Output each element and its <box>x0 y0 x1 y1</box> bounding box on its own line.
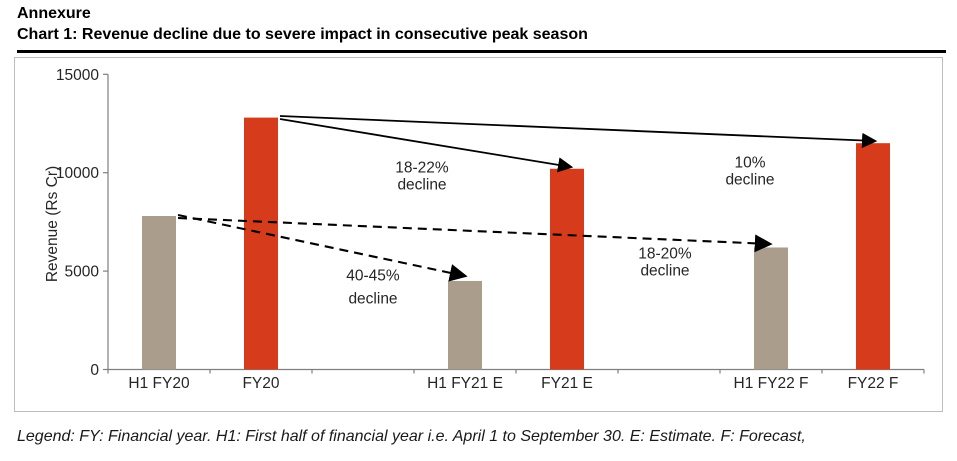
decline-annotation: decline <box>348 291 397 308</box>
y-tick-label: 5000 <box>65 264 100 281</box>
y-axis-title: Revenue (Rs Cr) <box>44 166 61 282</box>
bar-h1-fy21-e <box>448 280 482 370</box>
annexure-heading: Annexure <box>17 5 91 22</box>
bar-h1-fy20 <box>142 215 176 370</box>
x-category-label: H1 FY21 E <box>427 375 503 392</box>
decline-arrow-solid <box>279 115 878 149</box>
x-category-label: FY21 E <box>541 375 593 392</box>
bar-h1-fy22-f <box>754 247 788 370</box>
y-tick-label: 15000 <box>56 67 99 84</box>
x-category-label: FY20 <box>242 375 279 392</box>
decline-arrow-solid <box>279 118 574 173</box>
decline-annotation: 18-22% <box>395 160 449 177</box>
decline-annotation: 10% <box>734 155 765 172</box>
bar-fy21-e <box>550 168 584 370</box>
decline-annotation: 40-45% <box>346 268 400 285</box>
legend-note: Legend: FY: Financial year. H1: First ha… <box>17 428 806 445</box>
y-tick-label: 10000 <box>56 165 99 182</box>
x-category-label: FY22 F <box>848 375 899 392</box>
title-divider <box>17 50 946 53</box>
decline-annotation: decline <box>640 263 689 280</box>
x-category-label: H1 FY22 F <box>734 375 809 392</box>
chart-title: Chart 1: Revenue decline due to severe i… <box>17 26 588 43</box>
decline-arrow-dashed <box>177 213 468 282</box>
decline-annotation: decline <box>725 172 774 189</box>
bar-fy22-f <box>856 143 890 370</box>
revenue-bar-chart: 0 5000 10000 15000 H1 FY20 FY20 H1 FY21 E FY21 … <box>44 67 925 392</box>
x-category-label: H1 FY20 <box>128 375 190 392</box>
chart-area: 0 5000 10000 15000 H1 FY20 FY20 H1 FY21 E FY21 … <box>14 57 943 412</box>
y-tick-label: 0 <box>90 362 99 379</box>
decline-arrow-dashed <box>177 216 773 253</box>
bar-fy20 <box>244 117 278 370</box>
decline-annotation: decline <box>397 177 446 194</box>
decline-annotation: 18-20% <box>638 246 692 263</box>
